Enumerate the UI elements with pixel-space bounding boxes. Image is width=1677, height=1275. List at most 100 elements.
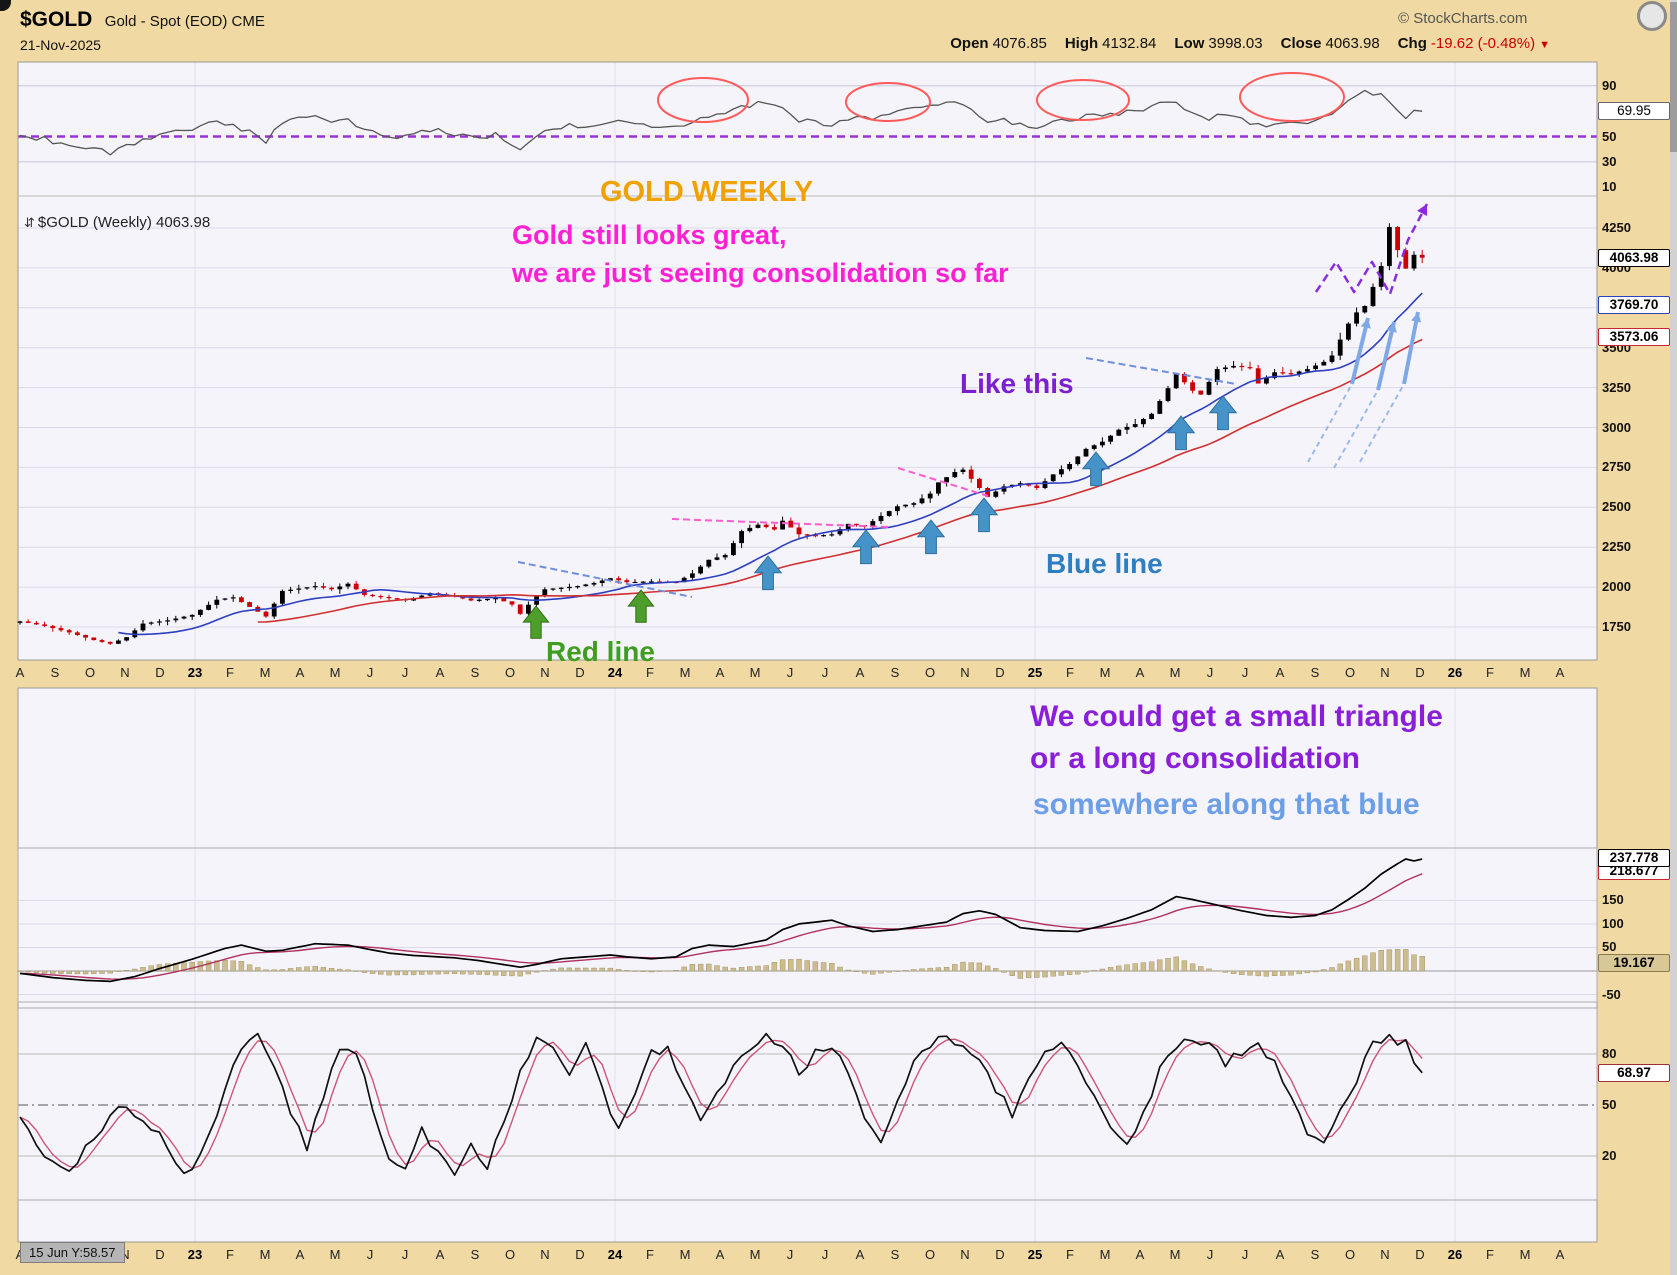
annotation-lower-note1: We could get a small triangle (1030, 700, 1443, 733)
x-axis-label: M (749, 1247, 761, 1262)
x-axis-label: A (1135, 665, 1145, 680)
x-axis-label: A (15, 665, 25, 680)
x-axis-label: A (1275, 1247, 1285, 1262)
x-axis-label: J (786, 1247, 794, 1262)
y-axis-label: 50 (1602, 128, 1617, 144)
x-axis-label: M (679, 665, 691, 680)
x-axis-label: J (366, 665, 374, 680)
crosshair-readout: 15 Jun Y:58.57 (20, 1242, 125, 1263)
change-down-icon: ▼ (1539, 39, 1550, 51)
x-axis-label: S (890, 1247, 900, 1262)
x-axis-label: D (575, 1247, 585, 1262)
x-axis-label: 26 (1447, 1247, 1463, 1262)
annotation-blue-line: Blue line (1046, 548, 1163, 579)
x-axis-label: F (1066, 665, 1074, 680)
y-axis-label: 2000 (1602, 579, 1631, 595)
x-axis-label: A (1555, 665, 1565, 680)
x-axis-label: N (960, 665, 970, 680)
symbol: $GOLD (20, 8, 93, 31)
x-axis-label: J (1241, 1247, 1249, 1262)
x-axis-lower: A S O N D 23 F M A M J J A S O N D 24 F M A M J J A S O N D 25 F M A M J J A… (16, 1243, 1597, 1268)
quote-low-value: 3998.03 (1208, 35, 1263, 52)
x-axis-label: O (924, 665, 936, 680)
x-axis-label: 25 (1027, 665, 1043, 680)
x-axis-label: A (9, 1247, 31, 1262)
x-axis-label: O (1344, 665, 1356, 680)
x-axis-label: O (504, 1247, 516, 1262)
y-axis-label: 2500 (1602, 499, 1631, 515)
annotation-note-line1: Gold still looks great, (512, 220, 787, 250)
quote-high-label: High (1064, 35, 1099, 52)
y-axis-label: -50 (1602, 986, 1621, 1002)
quote-change-value: -19.62 (-0.48%) (1430, 35, 1536, 52)
x-axis-label: 26 (1447, 665, 1463, 680)
x-axis-label: 24 (607, 665, 623, 680)
x-axis-label: M (679, 1247, 691, 1262)
x-axis-label: A (295, 1247, 305, 1262)
x-axis-label: F (226, 1247, 234, 1262)
x-axis-label: M (329, 1247, 341, 1262)
x-axis-label: F (646, 1247, 654, 1262)
x-axis-label: M (329, 665, 341, 680)
vertical-scrollbar[interactable] (1670, 0, 1677, 1275)
x-axis-label: M (1099, 665, 1111, 680)
x-axis-label: 23 (187, 1247, 203, 1262)
annotation-note-line2: we are just seeing consolidation so far (512, 258, 1009, 288)
scrollbar-thumb[interactable] (1670, 2, 1677, 152)
x-axis-label: J (1206, 1247, 1214, 1262)
annotation-lower-note3: somewhere along that blue (1033, 788, 1420, 821)
x-axis-label: D (155, 1247, 165, 1262)
x-axis-label: A (1135, 1247, 1145, 1262)
annotation-like-this: Like this (960, 368, 1074, 399)
y-axis-label: 4250 (1602, 220, 1631, 235)
y-axis-label: 3250 (1602, 379, 1631, 395)
quote-open-value: 4076.85 (992, 35, 1047, 52)
x-axis-label: F (1486, 665, 1494, 680)
quote-low-label: Low (1174, 35, 1205, 52)
quote-change-label: Chg (1397, 35, 1427, 52)
x-axis-label: N (1380, 1247, 1390, 1262)
y-axis-label: 3000 (1602, 419, 1631, 435)
x-axis-label: N (120, 1247, 130, 1262)
x-axis-label: N (120, 665, 130, 680)
x-axis-label: F (646, 665, 654, 680)
x-axis-label: S (470, 665, 480, 680)
x-axis-label: O (84, 665, 96, 680)
x-axis-label: N (540, 1247, 550, 1262)
x-axis-label: J (821, 1247, 829, 1262)
x-axis-label: M (259, 1247, 271, 1262)
x-axis-label: A (435, 665, 445, 680)
stoch-value-box: 68.97 (1598, 1064, 1670, 1082)
x-axis-label: S (1310, 1247, 1320, 1262)
x-axis-label: F (226, 665, 234, 680)
x-axis-label: N (1380, 665, 1390, 680)
x-axis-label: D (1415, 665, 1425, 680)
quote-close-value: 4063.98 (1325, 35, 1380, 52)
y-axis-label: 80 (1602, 1046, 1617, 1061)
x-axis-label: D (995, 1247, 1005, 1262)
x-axis-label: F (1066, 1247, 1074, 1262)
y-axis-label: 50 (1602, 939, 1617, 955)
y-axis-label: 10 (1602, 179, 1617, 195)
x-axis-label: J (1206, 665, 1214, 680)
x-axis-label: A (1555, 1247, 1565, 1262)
y-axis-label: 150 (1602, 892, 1624, 908)
quote-change: Chg -19.62 (-0.48%) ▼ (1398, 35, 1550, 52)
x-axis-label: D (995, 665, 1005, 680)
x-axis-label: A (435, 1247, 445, 1262)
x-axis-label: M (1169, 665, 1181, 680)
x-axis-label: J (401, 665, 409, 680)
x-axis-label: M (1519, 1247, 1531, 1262)
y-axis-label: 30 (1602, 153, 1617, 169)
x-axis-label: A (1275, 665, 1285, 680)
header-row: $GOLD Gold - Spot (EOD) CME (20, 8, 265, 32)
quote-line: Open 4076.85 High 4132.84 Low 3998.03 Close… (560, 35, 1550, 52)
rsi-value-box: 69.95 (1598, 102, 1670, 120)
x-axis-label: S (890, 665, 900, 680)
help-icon[interactable] (1637, 1, 1667, 31)
quote-close: Close 4063.98 (1281, 35, 1380, 52)
x-axis-label: J (786, 665, 794, 680)
x-axis-label: A (295, 665, 305, 680)
x-axis-label: 24 (607, 1247, 623, 1262)
y-axis-label: 100 (1602, 915, 1624, 931)
